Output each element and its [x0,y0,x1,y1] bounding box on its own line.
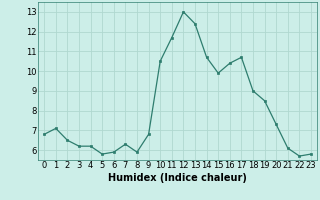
X-axis label: Humidex (Indice chaleur): Humidex (Indice chaleur) [108,173,247,183]
